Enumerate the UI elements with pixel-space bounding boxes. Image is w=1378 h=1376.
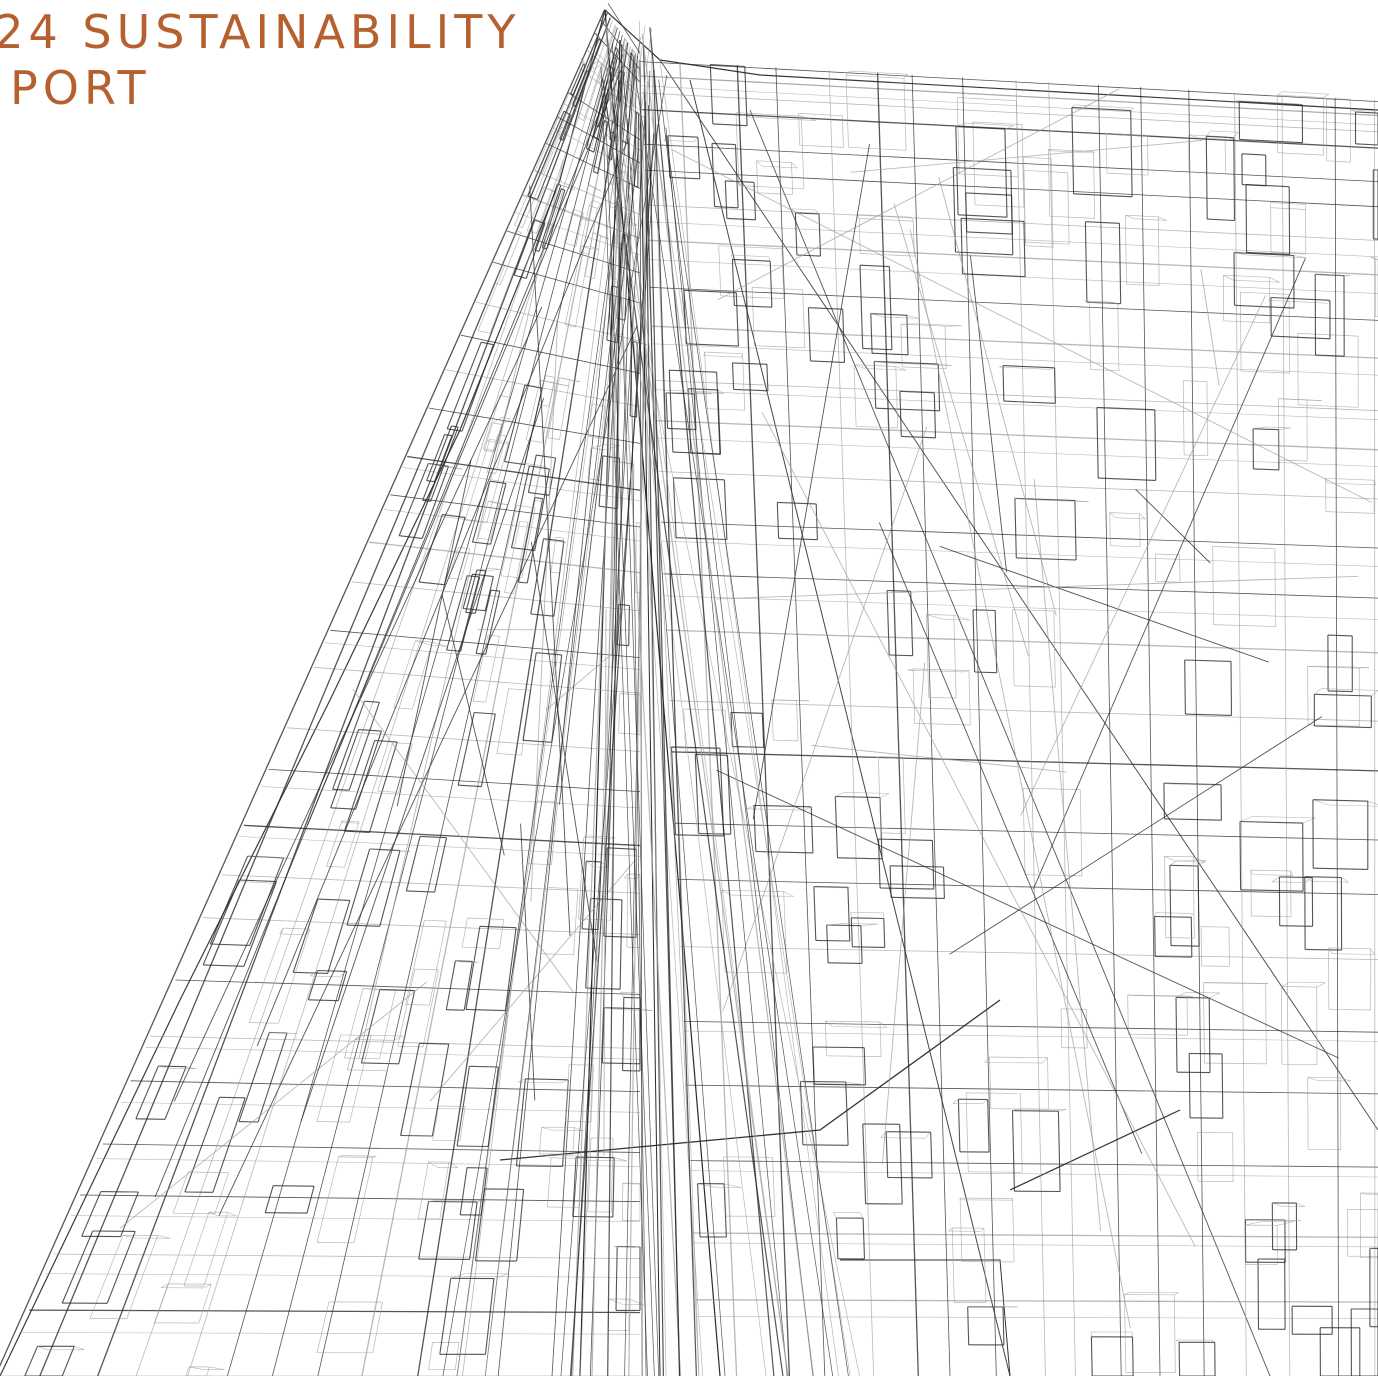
report-title-line-2: PORT (10, 61, 151, 115)
report-title-line-1: 024 SUSTAINABILITY (0, 5, 521, 59)
report-title: 024 SUSTAINABILITY PORT (0, 0, 520, 116)
